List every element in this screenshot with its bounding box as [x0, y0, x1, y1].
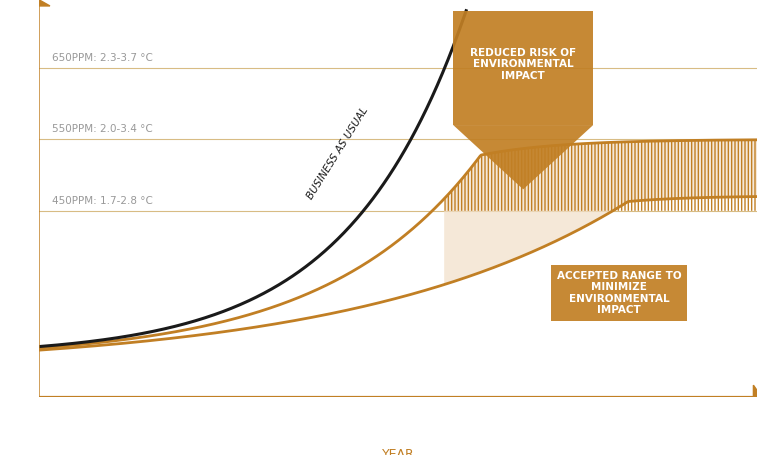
Text: 2150: 2150: [522, 404, 551, 417]
Text: 2250: 2250: [706, 404, 735, 417]
Text: REDUCED RISK OF
ENVIRONMENTAL
IMPACT: REDUCED RISK OF ENVIRONMENTAL IMPACT: [470, 48, 576, 81]
Text: ACCEPTED RANGE TO
MINIMIZE
ENVIRONMENTAL
IMPACT: ACCEPTED RANGE TO MINIMIZE ENVIRONMENTAL…: [556, 271, 681, 315]
Text: 300: 300: [19, 307, 32, 329]
Text: YEAR: YEAR: [382, 448, 414, 455]
Text: 2050: 2050: [337, 404, 367, 417]
Text: 550PPM: 2.0-3.4 °C: 550PPM: 2.0-3.4 °C: [52, 124, 153, 134]
Text: 500: 500: [19, 164, 32, 186]
Text: 200: 200: [19, 378, 32, 400]
Text: 1900: 1900: [61, 404, 91, 417]
Text: BUSINESS AS USUAL: BUSINESS AS USUAL: [305, 106, 369, 202]
Text: 400: 400: [19, 235, 32, 258]
Text: 2100: 2100: [429, 404, 459, 417]
FancyArrow shape: [1, 0, 50, 411]
Text: 700: 700: [19, 21, 32, 43]
FancyArrow shape: [39, 385, 757, 436]
Text: 450PPM: 1.7-2.8 °C: 450PPM: 1.7-2.8 °C: [52, 196, 153, 206]
Text: 2200: 2200: [613, 404, 643, 417]
Text: 600: 600: [19, 92, 32, 115]
Text: 1950: 1950: [153, 404, 182, 417]
Text: 2000: 2000: [245, 404, 275, 417]
Text: ATMOSPHERIC CO₂ CONCENTRATION (PPM): ATMOSPHERIC CO₂ CONCENTRATION (PPM): [0, 87, 2, 310]
Polygon shape: [453, 11, 593, 125]
Polygon shape: [453, 125, 593, 189]
Text: 650PPM: 2.3-3.7 °C: 650PPM: 2.3-3.7 °C: [52, 53, 153, 63]
